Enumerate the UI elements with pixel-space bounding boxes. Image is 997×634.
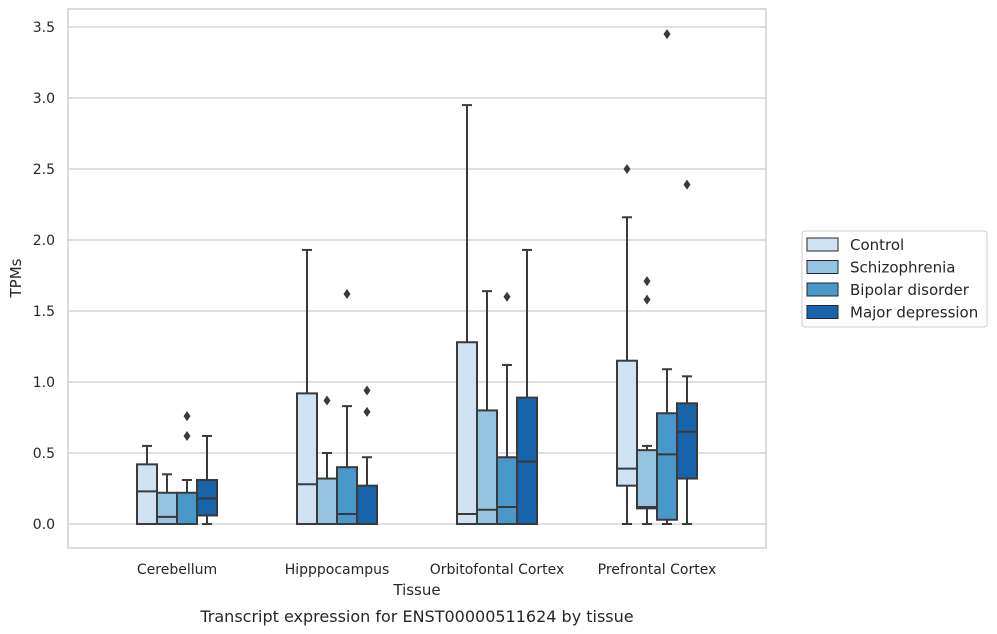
legend-label: Bipolar disorder — [850, 281, 970, 299]
box — [156, 491, 178, 526]
box — [636, 449, 658, 510]
chart-caption: Transcript expression for ENST0000051162… — [199, 607, 633, 626]
legend-label: Schizophrenia — [850, 259, 955, 277]
x-tick-label: Hipppocampus — [285, 562, 390, 578]
box-plot — [656, 29, 678, 525]
y-tick-labels: 0.0 0.5 1.0 1.5 2.0 2.5 3.0 3.5 — [33, 20, 55, 533]
y-tick-label: 3.5 — [33, 20, 55, 36]
box-groups — [136, 29, 698, 526]
x-tick-label: Cerebellum — [137, 562, 217, 578]
box-plot — [496, 291, 518, 526]
legend-swatch — [806, 305, 839, 319]
legend-item: Schizophrenia — [806, 259, 955, 277]
y-tick-label: 1.0 — [33, 375, 55, 391]
y-tick-label: 2.0 — [33, 233, 55, 249]
y-tick-label: 0.0 — [33, 517, 55, 533]
box-plot — [296, 248, 318, 525]
legend: Control Schizophrenia Bipolar disorder Majo… — [801, 230, 988, 328]
box — [296, 392, 318, 525]
y-axis-label: TPMs — [7, 258, 25, 298]
outlier-point — [363, 385, 371, 396]
box — [656, 412, 678, 521]
box-plot — [676, 179, 698, 525]
outlier-point — [183, 411, 191, 422]
x-tick-label: Prefrontal Cortex — [598, 562, 717, 578]
outlier-point — [643, 294, 651, 305]
legend-swatch — [806, 237, 839, 252]
outlier-point — [343, 288, 351, 299]
legend-item: Major depression — [806, 304, 978, 322]
box — [316, 477, 338, 525]
outlier-point — [683, 179, 691, 190]
box — [496, 456, 518, 526]
box-plot — [476, 290, 498, 525]
outlier-point — [323, 395, 331, 406]
box-plot — [516, 248, 538, 525]
legend-item: Bipolar disorder — [806, 281, 970, 299]
box — [676, 402, 698, 480]
box-group — [456, 104, 538, 526]
outlier-point — [183, 430, 191, 441]
legend-swatch — [806, 282, 839, 297]
box-plot — [356, 385, 378, 526]
y-tick-label: 3.0 — [33, 91, 55, 107]
plot-frame — [67, 8, 767, 549]
legend-frame — [801, 230, 988, 328]
y-tick-label: 1.5 — [33, 304, 55, 320]
outlier-point — [363, 406, 371, 417]
box-plot — [196, 434, 218, 525]
box-group — [136, 411, 218, 526]
box — [176, 491, 198, 526]
box — [136, 463, 158, 525]
outlier-point — [503, 291, 511, 302]
x-tick-label: Orbitofontal Cortex — [430, 562, 565, 578]
box — [336, 466, 358, 526]
box — [456, 341, 478, 525]
box — [356, 484, 378, 526]
x-axis-label: Tissue — [392, 581, 440, 599]
outlier-point — [623, 164, 631, 174]
outlier-point — [643, 276, 651, 287]
y-tick-label: 0.5 — [33, 446, 55, 462]
legend-item: Control — [806, 236, 904, 254]
box-group — [616, 29, 698, 525]
box-plot — [136, 444, 158, 525]
box — [476, 409, 498, 525]
y-tick-label: 2.5 — [33, 162, 55, 178]
legend-swatch — [806, 260, 839, 274]
x-tick-labels: Cerebellum Hipppocampus Orbitofontal Corte… — [137, 562, 716, 578]
outlier-point — [663, 29, 671, 40]
legend-label: Control — [850, 236, 904, 254]
legend-label: Major depression — [850, 304, 978, 322]
box-plot — [616, 164, 638, 525]
box — [616, 359, 638, 487]
box-group — [296, 248, 378, 526]
